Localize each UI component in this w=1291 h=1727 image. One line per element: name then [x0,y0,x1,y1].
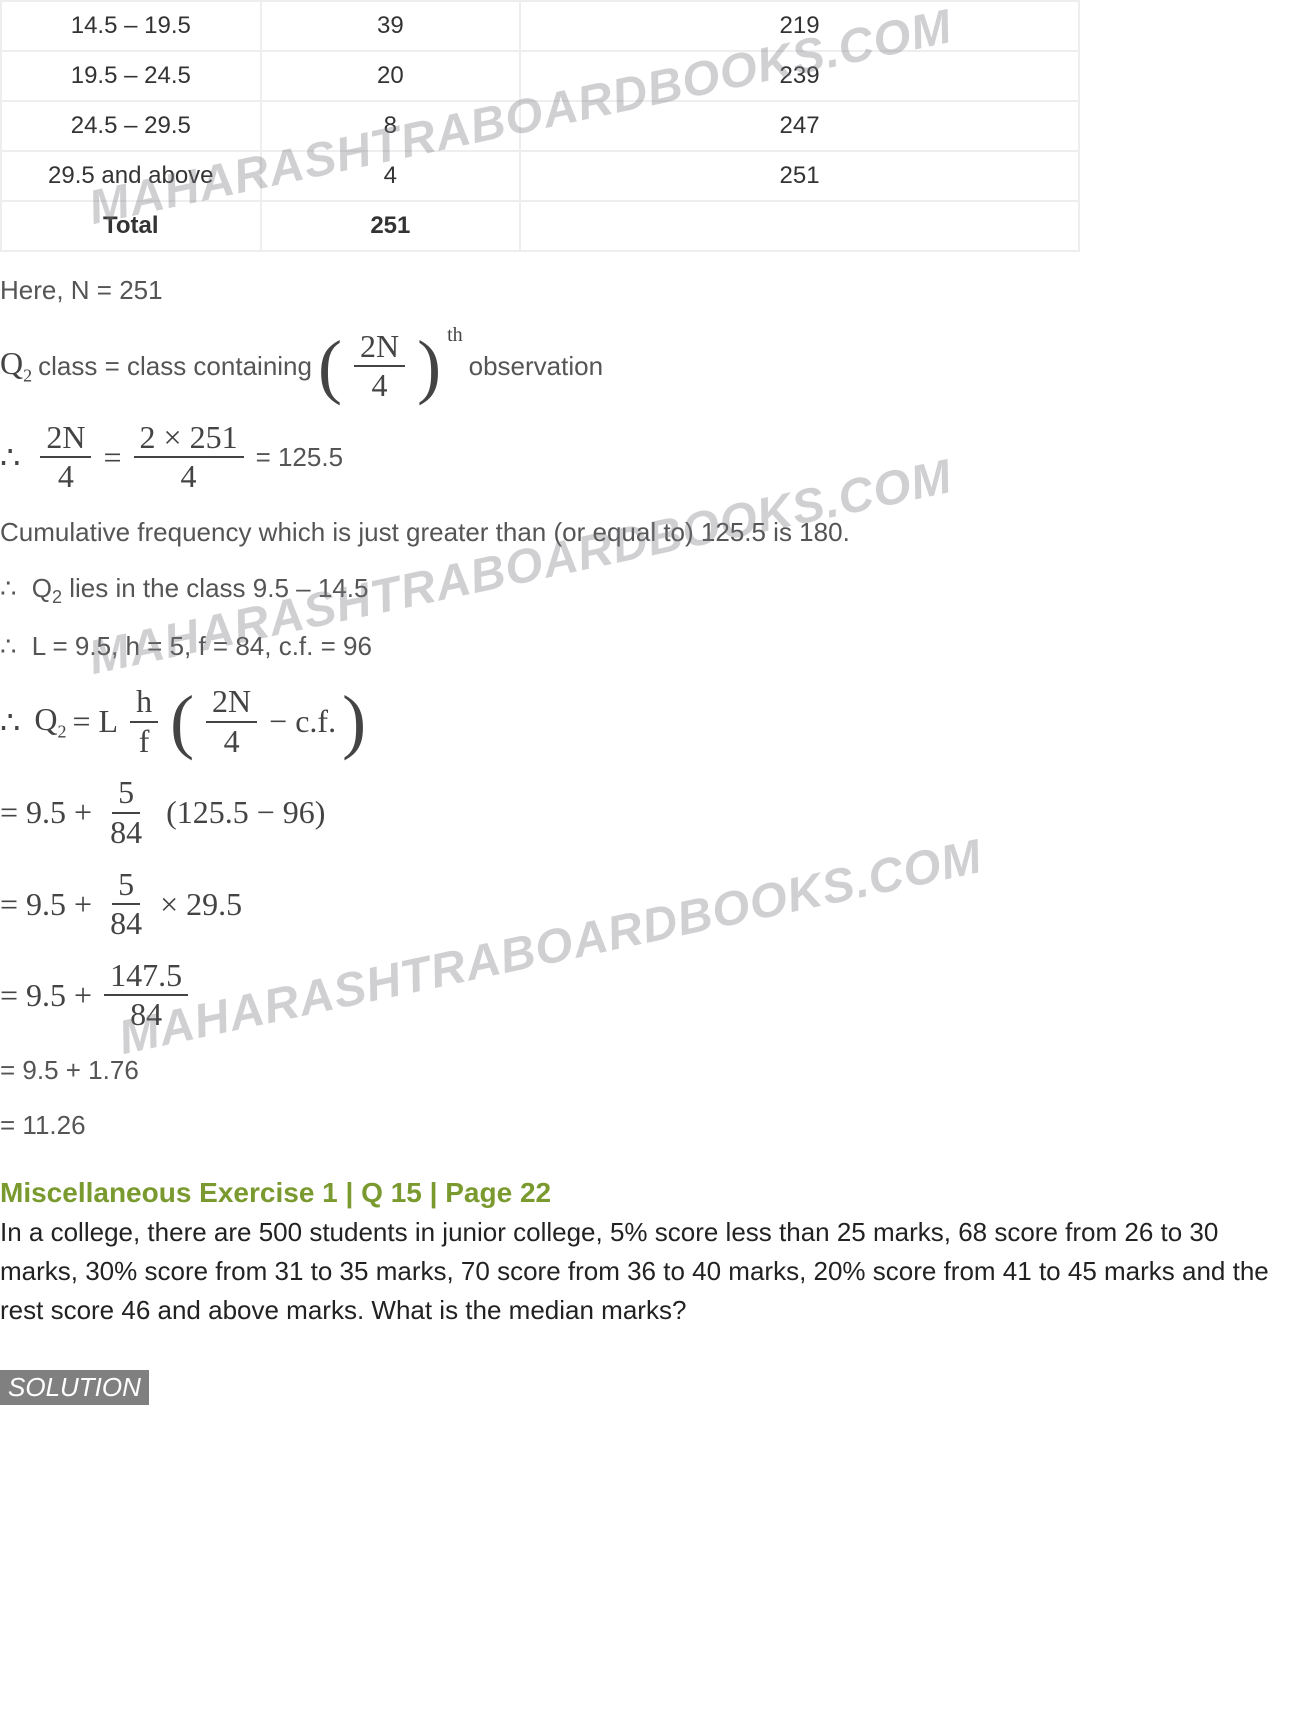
result: = 125.5 [256,442,343,473]
table-row: 24.5 – 29.58247 [1,101,1079,151]
q2-label: Q2 [0,345,32,386]
cell: 19.5 – 24.5 [1,51,261,101]
fraction-2n-4: 2N 4 [354,330,405,403]
cell [520,201,1079,251]
q2-class-definition: Q2 class = class containing ( 2N 4 ) th … [0,330,1291,403]
cell: 8 [261,101,521,151]
table-total-row: Total251 [1,201,1079,251]
cell: 14.5 – 19.5 [1,1,261,51]
cell: 39 [261,1,521,51]
frequency-table: 14.5 – 19.539219 19.5 – 24.520239 24.5 –… [0,0,1080,252]
table-row: 14.5 – 19.539219 [1,1,1079,51]
parameters: ∴ L = 9.5, h = 5, f = 84, c.f. = 96 [0,626,1291,668]
exercise-heading: Miscellaneous Exercise 1 | Q 15 | Page 2… [0,1177,1291,1209]
cell: 251 [520,151,1079,201]
fraction-h-f: h f [130,685,158,758]
step-4: = 9.5 + 1.76 [0,1050,1291,1092]
fraction-147-84: 147.5 84 [104,959,188,1032]
cell: 251 [261,201,521,251]
cell: 239 [520,51,1079,101]
q2-lies-in: ∴ Q2 lies in the class 9.5 – 14.5 [0,568,1291,612]
solution-badge: SOLUTION [0,1370,149,1405]
rparen-icon: ) [342,689,366,754]
cell: 20 [261,51,521,101]
cumulative-freq-text: Cumulative frequency which is just great… [0,512,1291,554]
q2-label: Q2 [34,701,66,742]
here-n: Here, N = 251 [0,270,1291,312]
step-1: = 9.5 + 5 84 (125.5 − 96) [0,776,1291,849]
cell: 4 [261,151,521,201]
q2-formula: ∴ Q2 = L h f ( 2N 4 − c.f. ) [0,685,1291,758]
table-row: 29.5 and above4251 [1,151,1079,201]
table-row: 19.5 – 24.520239 [1,51,1079,101]
lparen-icon: ( [318,334,342,399]
cell: 247 [520,101,1079,151]
fraction-2x251-4: 2 × 251 4 [134,421,244,494]
cell: 24.5 – 29.5 [1,101,261,151]
fraction-5-84: 5 84 [104,868,148,941]
cell: Total [1,201,261,251]
step-2: = 9.5 + 5 84 × 29.5 [0,868,1291,941]
fraction-2n-4: 2N 4 [40,421,91,494]
fraction-2n-4: 2N 4 [206,685,257,758]
step-3: = 9.5 + 147.5 84 [0,959,1291,1032]
calc-2n-over-4: ∴ 2N 4 = 2 × 251 4 = 125.5 [0,421,1291,494]
cell: 219 [520,1,1079,51]
cell: 29.5 and above [1,151,261,201]
text: observation [469,351,603,382]
lparen-icon: ( [170,689,194,754]
fraction-5-84: 5 84 [104,776,148,849]
table-body: 14.5 – 19.539219 19.5 – 24.520239 24.5 –… [1,1,1079,251]
therefore-icon: ∴ [0,703,20,741]
text: class = class containing [38,351,312,382]
step-5: = 11.26 [0,1105,1291,1147]
question-text: In a college, there are 500 students in … [0,1213,1291,1330]
superscript-th: th [447,324,463,347]
rparen-icon: ) [417,334,441,399]
therefore-icon: ∴ [0,438,20,476]
